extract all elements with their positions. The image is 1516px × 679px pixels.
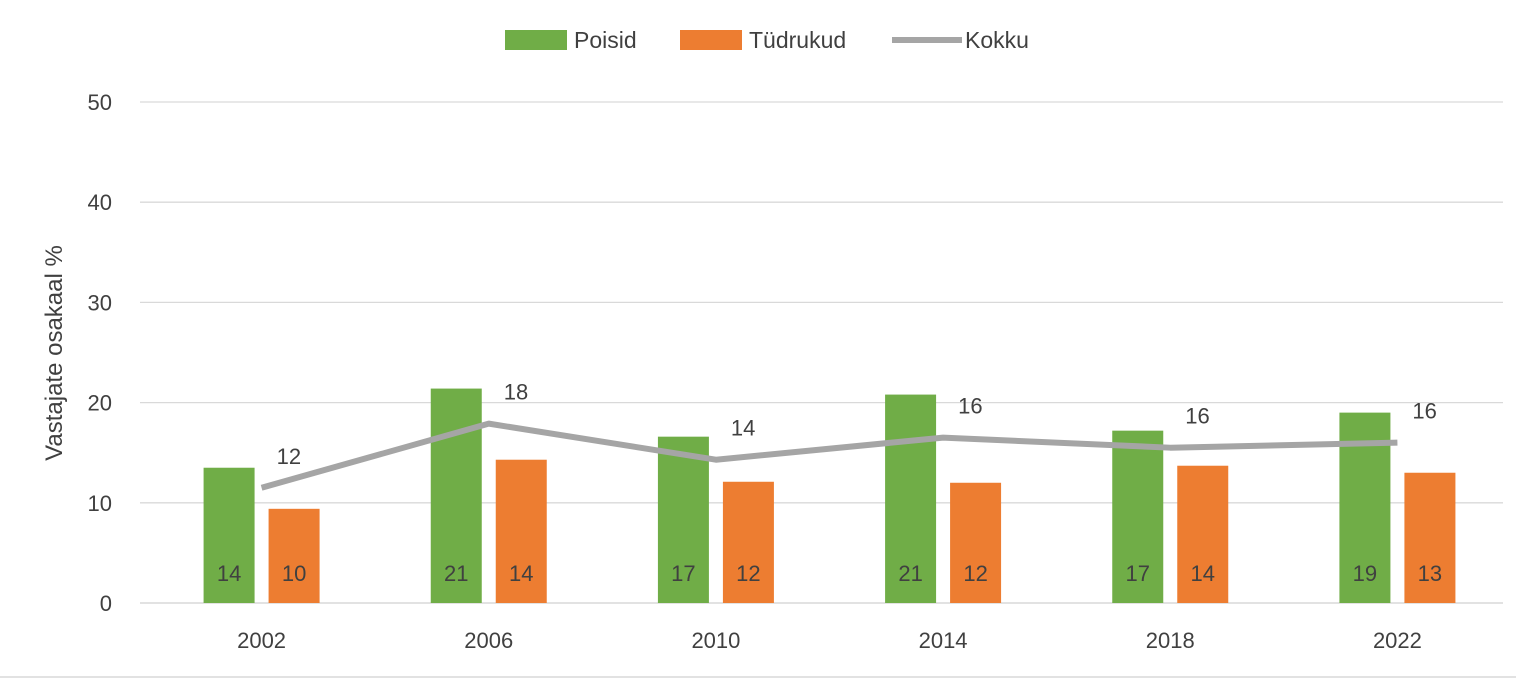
bar-tudrukud-2018 [1177, 465, 1229, 603]
bar-data-label: 19 [1353, 561, 1377, 586]
bar-data-label: 10 [282, 561, 306, 586]
line-data-label: 16 [1185, 404, 1209, 429]
legend-swatch-tudrukud [680, 30, 742, 50]
bar-poisid-2010 [657, 436, 709, 603]
bar-tudrukud-2002 [268, 508, 320, 603]
bar-data-label: 17 [1126, 561, 1150, 586]
line-data-label: 12 [277, 444, 301, 469]
line-kokku [260, 420, 1398, 491]
bar-poisid-2018 [1112, 430, 1164, 603]
y-tick-label: 50 [88, 90, 112, 115]
x-tick-label: 2006 [464, 628, 513, 653]
x-tick-label: 2010 [691, 628, 740, 653]
bar-poisid-2014 [885, 394, 937, 603]
bar-data-label: 12 [963, 561, 987, 586]
bar-data-label: 14 [217, 561, 241, 586]
y-tick-label: 40 [88, 190, 112, 215]
x-tick-label: 2002 [237, 628, 286, 653]
bar-data-label: 14 [1191, 561, 1215, 586]
line-data-label: 14 [731, 416, 755, 441]
bar-data-label: 13 [1418, 561, 1442, 586]
bar-tudrukud-2010 [722, 481, 774, 603]
bar-data-label: 14 [509, 561, 533, 586]
x-tick-label: 2014 [919, 628, 968, 653]
y-tick-label: 10 [88, 491, 112, 516]
bar-data-label: 12 [736, 561, 760, 586]
bar-poisid-2006 [430, 388, 482, 603]
bar-tudrukud-2022 [1404, 472, 1456, 603]
line-data-label: 18 [504, 380, 528, 405]
legend-label: Poisid [574, 27, 637, 53]
line-data-label: 16 [1412, 399, 1436, 424]
legend-label: Tüdrukud [749, 27, 846, 53]
x-tick-label: 2018 [1146, 628, 1195, 653]
bar-tudrukud-2014 [950, 482, 1002, 603]
y-axis-label: Vastajate osakaal % [41, 245, 68, 461]
bar-poisid-2002 [203, 467, 255, 603]
legend-label: Kokku [965, 27, 1029, 53]
y-tick-label: 0 [100, 591, 112, 616]
y-tick-label: 30 [88, 290, 112, 315]
bar-tudrukud-2006 [495, 459, 547, 603]
bar-data-label: 21 [444, 561, 468, 586]
bar-data-label: 17 [671, 561, 695, 586]
legend-swatch-poisid [505, 30, 567, 50]
line-data-label: 16 [958, 394, 982, 419]
bar-data-label: 21 [898, 561, 922, 586]
y-tick-label: 20 [88, 391, 112, 416]
x-tick-label: 2022 [1373, 628, 1422, 653]
